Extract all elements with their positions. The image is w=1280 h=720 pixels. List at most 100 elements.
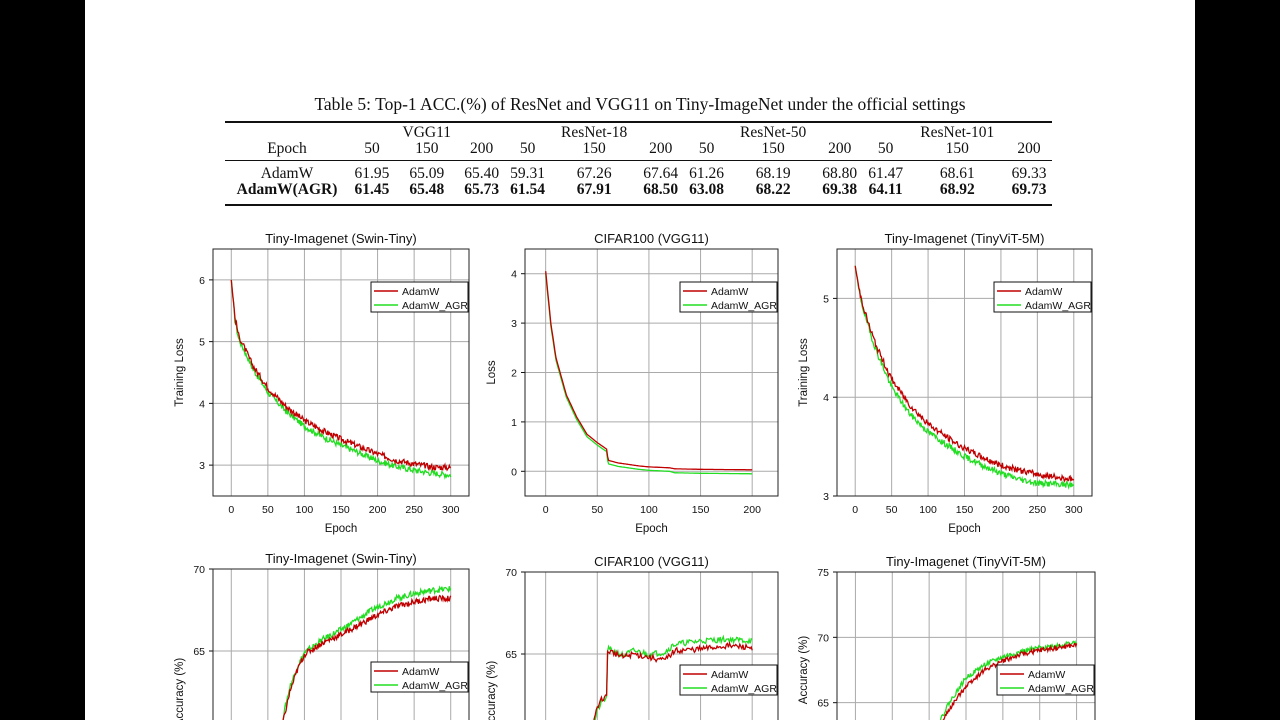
epoch-label: Epoch (267, 140, 307, 157)
y-tick-label: 70 (193, 564, 205, 576)
x-tick-label: 250 (405, 504, 423, 516)
table-top-rule (225, 121, 1052, 123)
series-line-adamw-agr (282, 585, 452, 720)
legend: AdamW AdamW_AGR (679, 281, 778, 313)
plot-frame (212, 248, 470, 497)
results-table: VGG11 ResNet-18 ResNet-50 ResNet-101 Epo… (225, 120, 1052, 204)
plot-frame (212, 568, 470, 720)
y-axis-label: Accuracy (%) (174, 658, 186, 720)
series-line-adamw (282, 594, 452, 720)
chart-cifar-loss: CIFAR100 (VGG11) 0 50 100 150 200 0 1 2 3 4 Epoch Lo… (486, 231, 779, 535)
table-bottom-rule (225, 204, 1052, 206)
x-axis-label: Epoch (635, 523, 668, 535)
y-tick-label: 4 (199, 398, 205, 410)
x-tick-label: 0 (543, 504, 549, 516)
y-tick-label: 1 (511, 417, 517, 429)
series-line-adamw (545, 271, 753, 471)
y-tick-label: 0 (511, 466, 517, 478)
paper-page: Table 5: Top-1 ACC.(%) of ResNet and VGG… (85, 0, 1195, 720)
y-tick-label: 3 (199, 460, 205, 472)
table-mid-rule (225, 160, 1052, 161)
chart-swin-acc: Tiny-Imagenet (Swin-Tiny)606570Accuracy … (174, 551, 470, 720)
series-line-adamw (593, 640, 753, 720)
y-tick-label: 3 (511, 318, 517, 330)
x-tick-label: 150 (956, 504, 974, 516)
legend-label: AdamW (711, 669, 748, 681)
y-tick-label: 4 (511, 269, 517, 281)
x-tick-label: 100 (640, 504, 658, 516)
plot-frame (836, 248, 1093, 497)
y-tick-label: 75 (817, 567, 829, 579)
y-tick-label: 6 (199, 275, 205, 287)
x-tick-label: 300 (442, 504, 460, 516)
x-tick-label: 50 (262, 504, 274, 516)
legend-label: AdamW_AGR (711, 300, 777, 312)
y-axis-label: Loss (486, 360, 498, 385)
chart-title: CIFAR100 (VGG11) (594, 554, 709, 569)
x-tick-label: 150 (332, 504, 350, 516)
legend-label: AdamW (711, 286, 748, 298)
series-line-adamw (942, 641, 1078, 720)
series-line-adamw-agr (230, 279, 452, 480)
legend-label: AdamW_AGR (1025, 300, 1091, 312)
series-line-adamw-agr (545, 273, 753, 475)
y-tick-label: 5 (823, 293, 829, 305)
legend-label: AdamW_AGR (402, 300, 468, 312)
row-name: AdamW(AGR) (236, 181, 338, 198)
legend-label: AdamW (402, 286, 439, 298)
x-tick-label: 250 (1029, 504, 1047, 516)
legend-label: AdamW_AGR (402, 680, 468, 692)
x-tick-label: 200 (369, 504, 387, 516)
plot-area (209, 248, 470, 497)
x-tick-label: 100 (296, 504, 314, 516)
chart-tinyvit-acc: Tiny-Imagenet (TinyViT-5M)60657075Accura… (798, 554, 1096, 720)
plot-frame (836, 571, 1096, 720)
x-tick-label: 300 (1065, 504, 1083, 516)
x-axis-label: Epoch (325, 523, 358, 535)
legend-label: AdamW_AGR (711, 683, 777, 695)
y-tick-label: 4 (823, 392, 829, 404)
legend-label: AdamW_AGR (1028, 683, 1094, 695)
plot-area (521, 248, 779, 497)
chart-title: Tiny-Imagenet (Swin-Tiny) (265, 551, 416, 566)
chart-title: Tiny-Imagenet (TinyViT-5M) (886, 554, 1046, 569)
y-axis-label: Accuracy (%) (798, 636, 810, 705)
y-axis-label: Training Loss (174, 338, 186, 407)
table-caption: Table 5: Top-1 ACC.(%) of ResNet and VGG… (314, 94, 966, 114)
chart-title: Tiny-Imagenet (TinyViT-5M) (885, 231, 1045, 246)
y-axis-label: Accuracy (%) (486, 661, 498, 720)
y-axis-label: Training Loss (798, 338, 810, 407)
x-tick-label: 50 (591, 504, 603, 516)
x-tick-label: 0 (228, 504, 234, 516)
series-line-adamw-agr (939, 639, 1078, 720)
group-header: VGG11 (402, 124, 452, 141)
chart-tinyvit-loss: Tiny-Imagenet (TinyViT-5M) 0 50 100 150 200 25… (798, 231, 1093, 535)
y-tick-label: 65 (817, 698, 829, 710)
x-tick-label: 200 (743, 504, 761, 516)
legend: AdamW AdamW_AGR (993, 281, 1092, 313)
chart-cifar-acc: CIFAR100 (VGG11)606570Accuracy (%)AdamWA… (486, 554, 779, 720)
group-header: ResNet-18 (560, 124, 628, 141)
x-tick-label: 150 (692, 504, 710, 516)
y-tick-label: 3 (823, 491, 829, 503)
legend-label: AdamW (1025, 286, 1062, 298)
table-row: AdamW 61.95 65.09 65.40 59.31 67.26 67.64 61… (225, 161, 1052, 182)
x-axis-label: Epoch (948, 523, 981, 535)
y-tick-label: 65 (193, 646, 205, 658)
chart-swin-loss: Tiny-Imagenet (Swin-Tiny) 0 50 100 150 200 250… (174, 231, 470, 535)
series-line-adamw (230, 279, 451, 472)
legend-label: AdamW (1028, 669, 1065, 681)
y-tick-label: 70 (817, 632, 829, 644)
legend: AdamW AdamW_AGR (370, 661, 469, 693)
series-line-adamw-agr (594, 634, 753, 720)
table-row: AdamW(AGR) 61.45 65.48 65.73 61.54 67.91 68.… (225, 182, 1052, 204)
y-tick-label: 5 (199, 337, 205, 349)
x-tick-label: 50 (886, 504, 898, 516)
y-tick-label: 2 (511, 368, 517, 380)
row-name: AdamW (260, 165, 314, 182)
x-tick-label: 100 (919, 504, 937, 516)
y-tick-label: 65 (505, 649, 517, 661)
group-header: ResNet-50 (740, 124, 807, 141)
x-tick-label: 200 (992, 504, 1010, 516)
plot-frame (524, 571, 779, 720)
